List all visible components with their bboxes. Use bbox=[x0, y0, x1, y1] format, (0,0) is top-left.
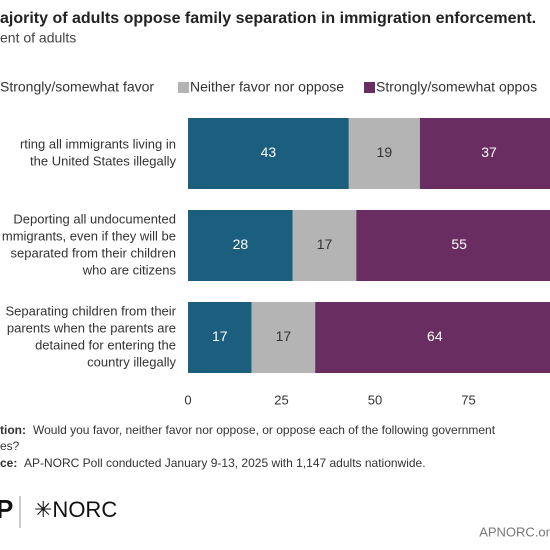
x-tick-label: 0 bbox=[184, 392, 191, 407]
question-text: es? bbox=[0, 439, 20, 453]
value-label: 17 bbox=[212, 328, 228, 344]
question-label: tion: bbox=[0, 423, 26, 437]
category-label: rting all immigrants living in bbox=[20, 136, 176, 151]
value-label: 17 bbox=[276, 328, 292, 344]
value-label: 19 bbox=[377, 144, 393, 160]
credit: APNORC.or bbox=[479, 524, 550, 539]
legend-swatch bbox=[364, 82, 375, 93]
value-label: 43 bbox=[261, 144, 277, 160]
norc-logo: ✳NORC bbox=[34, 497, 117, 522]
category-label: parents when the parents are bbox=[7, 320, 176, 335]
category-label: the United States illegally bbox=[30, 153, 176, 168]
legend-swatch bbox=[178, 82, 189, 93]
ap-logo: P bbox=[0, 494, 13, 524]
bar-segment bbox=[419, 118, 550, 189]
x-tick-label: 75 bbox=[461, 392, 475, 407]
chart-title: ajority of adults oppose family separati… bbox=[0, 10, 536, 27]
category-label: mmigrants, even if they will be bbox=[2, 228, 176, 243]
category-label: Separating children from their bbox=[5, 303, 176, 318]
value-label: 28 bbox=[233, 236, 249, 252]
bar-segment bbox=[292, 210, 357, 281]
value-label: 55 bbox=[451, 236, 467, 252]
bar-segment bbox=[188, 118, 349, 189]
bar-segment bbox=[315, 302, 550, 373]
source-label: ce: bbox=[0, 456, 17, 470]
bar-segment bbox=[356, 210, 550, 281]
category-label: separated from their children bbox=[11, 245, 176, 260]
bar-segment bbox=[348, 118, 420, 189]
legend-label: Strongly/somewhat oppos bbox=[376, 79, 537, 95]
category-label: who are citizens bbox=[82, 262, 177, 277]
value-label: 64 bbox=[427, 328, 443, 344]
legend-label: Strongly/somewhat favor bbox=[0, 79, 154, 95]
category-label: Deporting all undocumented bbox=[13, 211, 176, 226]
bar-segment bbox=[251, 302, 316, 373]
value-label: 37 bbox=[481, 144, 497, 160]
category-label: detained for entering the bbox=[35, 337, 176, 352]
x-tick-label: 25 bbox=[274, 392, 288, 407]
value-label: 17 bbox=[317, 236, 333, 252]
chart-subtitle: ent of adults bbox=[0, 30, 76, 46]
bar-segment bbox=[188, 210, 293, 281]
question-text: Would you favor, neither favor nor oppos… bbox=[33, 423, 496, 437]
category-label: country illegally bbox=[87, 354, 176, 369]
legend-label: Neither favor nor oppose bbox=[190, 79, 344, 95]
bar-segment bbox=[188, 302, 252, 373]
source-text: AP-NORC Poll conducted January 9-13, 202… bbox=[24, 456, 426, 470]
x-tick-label: 50 bbox=[368, 392, 382, 407]
